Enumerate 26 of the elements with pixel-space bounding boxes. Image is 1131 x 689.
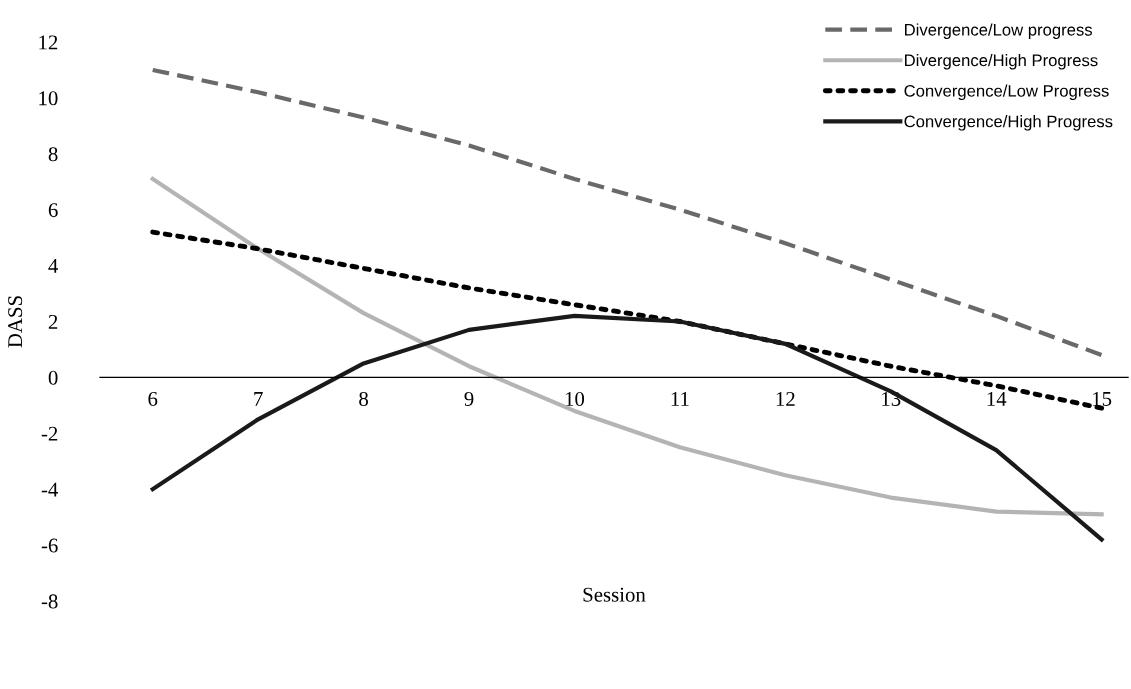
y-tick-label: 8 [48,147,58,162]
x-tick-label: 15 [1093,391,1112,406]
y-tick-label: 12 [39,35,58,50]
y-tick-label: -4 [41,482,59,497]
x-axis-title: Session [583,587,646,602]
legend-label: Convergence/Low Progress [904,84,1109,101]
x-tick-label: 7 [254,392,263,406]
x-tick-label: 11 [671,391,689,406]
y-tick-label: -2 [41,426,58,441]
x-tick-label: 8 [359,391,368,406]
y-tick-label: 6 [48,203,58,218]
y-tick-label: -6 [41,538,58,553]
x-tick-label: 9 [464,391,474,406]
y-tick-label: 0 [48,370,58,385]
y-tick-label: -8 [41,594,58,609]
y-axis-title: DASS [8,296,23,348]
y-tick-label: 10 [39,91,58,106]
legend-label: Convergence/High Progress [904,115,1113,131]
x-tick-label: 6 [148,391,158,406]
y-tick-label: 4 [48,259,59,273]
x-tick-label: 12 [776,391,795,406]
x-tick-label: 14 [987,391,1007,406]
y-tick-label: 2 [48,314,58,329]
x-tick-label: 10 [565,391,585,406]
legend-label: Divergence/Low progress [905,23,1093,39]
legend-label: Divergence/High Progress [905,54,1098,70]
